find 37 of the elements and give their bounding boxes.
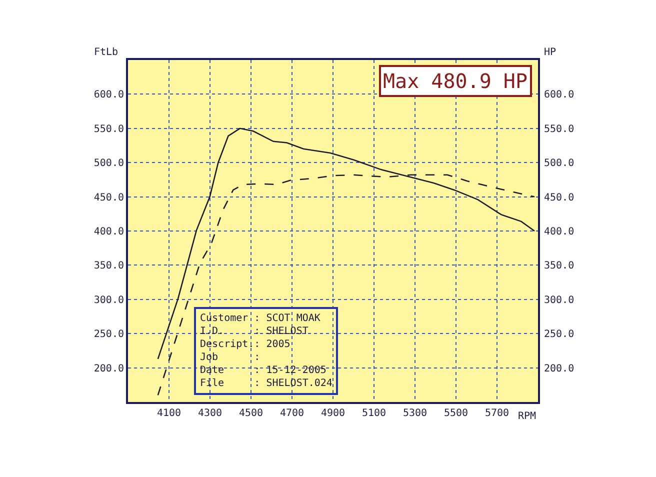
annotation: File : SHELOST.024 (200, 378, 332, 389)
x-tick-label: 5700 (484, 408, 510, 419)
y-tick-label: 250.0 (94, 329, 124, 340)
x-tick-label: 4300 (198, 408, 222, 419)
annotation: Customer : SCOT MOAK (200, 313, 320, 324)
annotation: Descript.: 2005 (200, 339, 290, 350)
y-tick-label: 300.0 (94, 294, 124, 306)
x-tick-label: 4100 (156, 408, 182, 419)
y2-tick-label: 600.0 (544, 90, 574, 101)
x-tick-label: 4700 (280, 408, 304, 419)
y2-tick-label: 400.0 (544, 226, 574, 238)
y-axis-title: FtLb (94, 47, 118, 58)
y-tick-label: 350.0 (94, 260, 124, 272)
x-tick-label: 5100 (362, 408, 386, 419)
y2-tick-label: 300.0 (544, 294, 574, 306)
y2-tick-label: 550.0 (544, 124, 574, 135)
y2-axis-title: HP (544, 47, 556, 58)
y2-tick-label: 250.0 (544, 329, 574, 340)
y-tick-label: 400.0 (94, 226, 124, 238)
x-tick-label: 5300 (402, 408, 428, 419)
y2-tick-label: 200.0 (544, 363, 574, 374)
y-tick-label: 600.0 (94, 90, 124, 101)
x-tick-label: 5500 (444, 408, 468, 419)
y2-tick-label: 500.0 (544, 158, 574, 170)
x-tick-label: 4900 (320, 408, 346, 419)
x-tick-label: 4500 (238, 408, 264, 419)
annotation: I.D. : SHELOST (200, 326, 308, 337)
x-axis-title: RPM (518, 411, 536, 422)
y-tick-label: 550.0 (94, 124, 124, 135)
y-tick-label: 500.0 (94, 158, 124, 170)
y-tick-label: 200.0 (94, 363, 124, 374)
y2-tick-label: 350.0 (544, 260, 574, 272)
y2-tick-label: 450.0 (544, 192, 574, 204)
annotation: Date : 15-12-2005 (200, 365, 326, 376)
annotation: Max 480.9 HP (383, 69, 528, 93)
y-tick-label: 450.0 (94, 192, 124, 204)
annotation: Job : (200, 352, 260, 363)
